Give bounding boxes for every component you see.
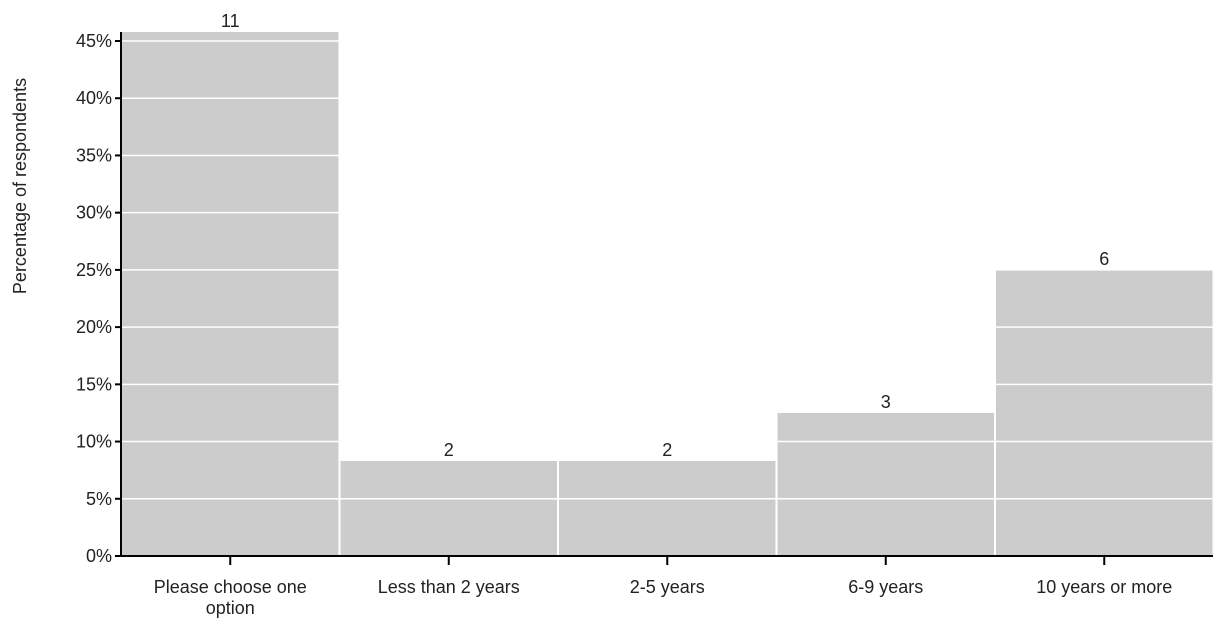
bar — [996, 269, 1213, 556]
data-label: 3 — [881, 392, 891, 412]
y-tick-label: 5% — [86, 489, 112, 509]
x-axis-ticks: Please choose one option Less than 2 years… — [154, 556, 1172, 618]
y-tick-label: 15% — [76, 374, 112, 394]
x-tick-label: Less than 2 years — [378, 577, 520, 597]
y-tick-label: 40% — [76, 88, 112, 108]
data-label: 2 — [662, 440, 672, 460]
y-axis-ticks: 0% 5% 10% 15% 20% 25% 30% 35% 40% 45% — [76, 31, 121, 566]
x-tick-label: 10 years or more — [1036, 577, 1172, 597]
y-tick-label: 10% — [76, 432, 112, 452]
data-labels: 11 2 2 3 6 — [221, 11, 1109, 460]
data-label: 2 — [444, 440, 454, 460]
y-tick-label: 25% — [76, 260, 112, 280]
y-axis-title: Percentage of respondents — [10, 78, 30, 294]
bar — [340, 461, 557, 556]
data-label: 11 — [221, 11, 240, 31]
y-tick-label: 45% — [76, 31, 112, 51]
gridlines — [121, 40, 1213, 500]
bars-layer — [121, 32, 1213, 556]
x-tick-label: Please choose one option — [154, 577, 307, 618]
x-tick-label: 2-5 years — [630, 577, 705, 597]
y-tick-label: 0% — [86, 546, 112, 566]
y-tick-label: 20% — [76, 317, 112, 337]
bar — [559, 461, 776, 556]
y-tick-label: 35% — [76, 145, 112, 165]
data-label: 6 — [1099, 249, 1109, 269]
x-tick-label: 6-9 years — [848, 577, 923, 597]
y-tick-label: 30% — [76, 203, 112, 223]
bar — [121, 32, 339, 556]
bar — [777, 412, 994, 556]
